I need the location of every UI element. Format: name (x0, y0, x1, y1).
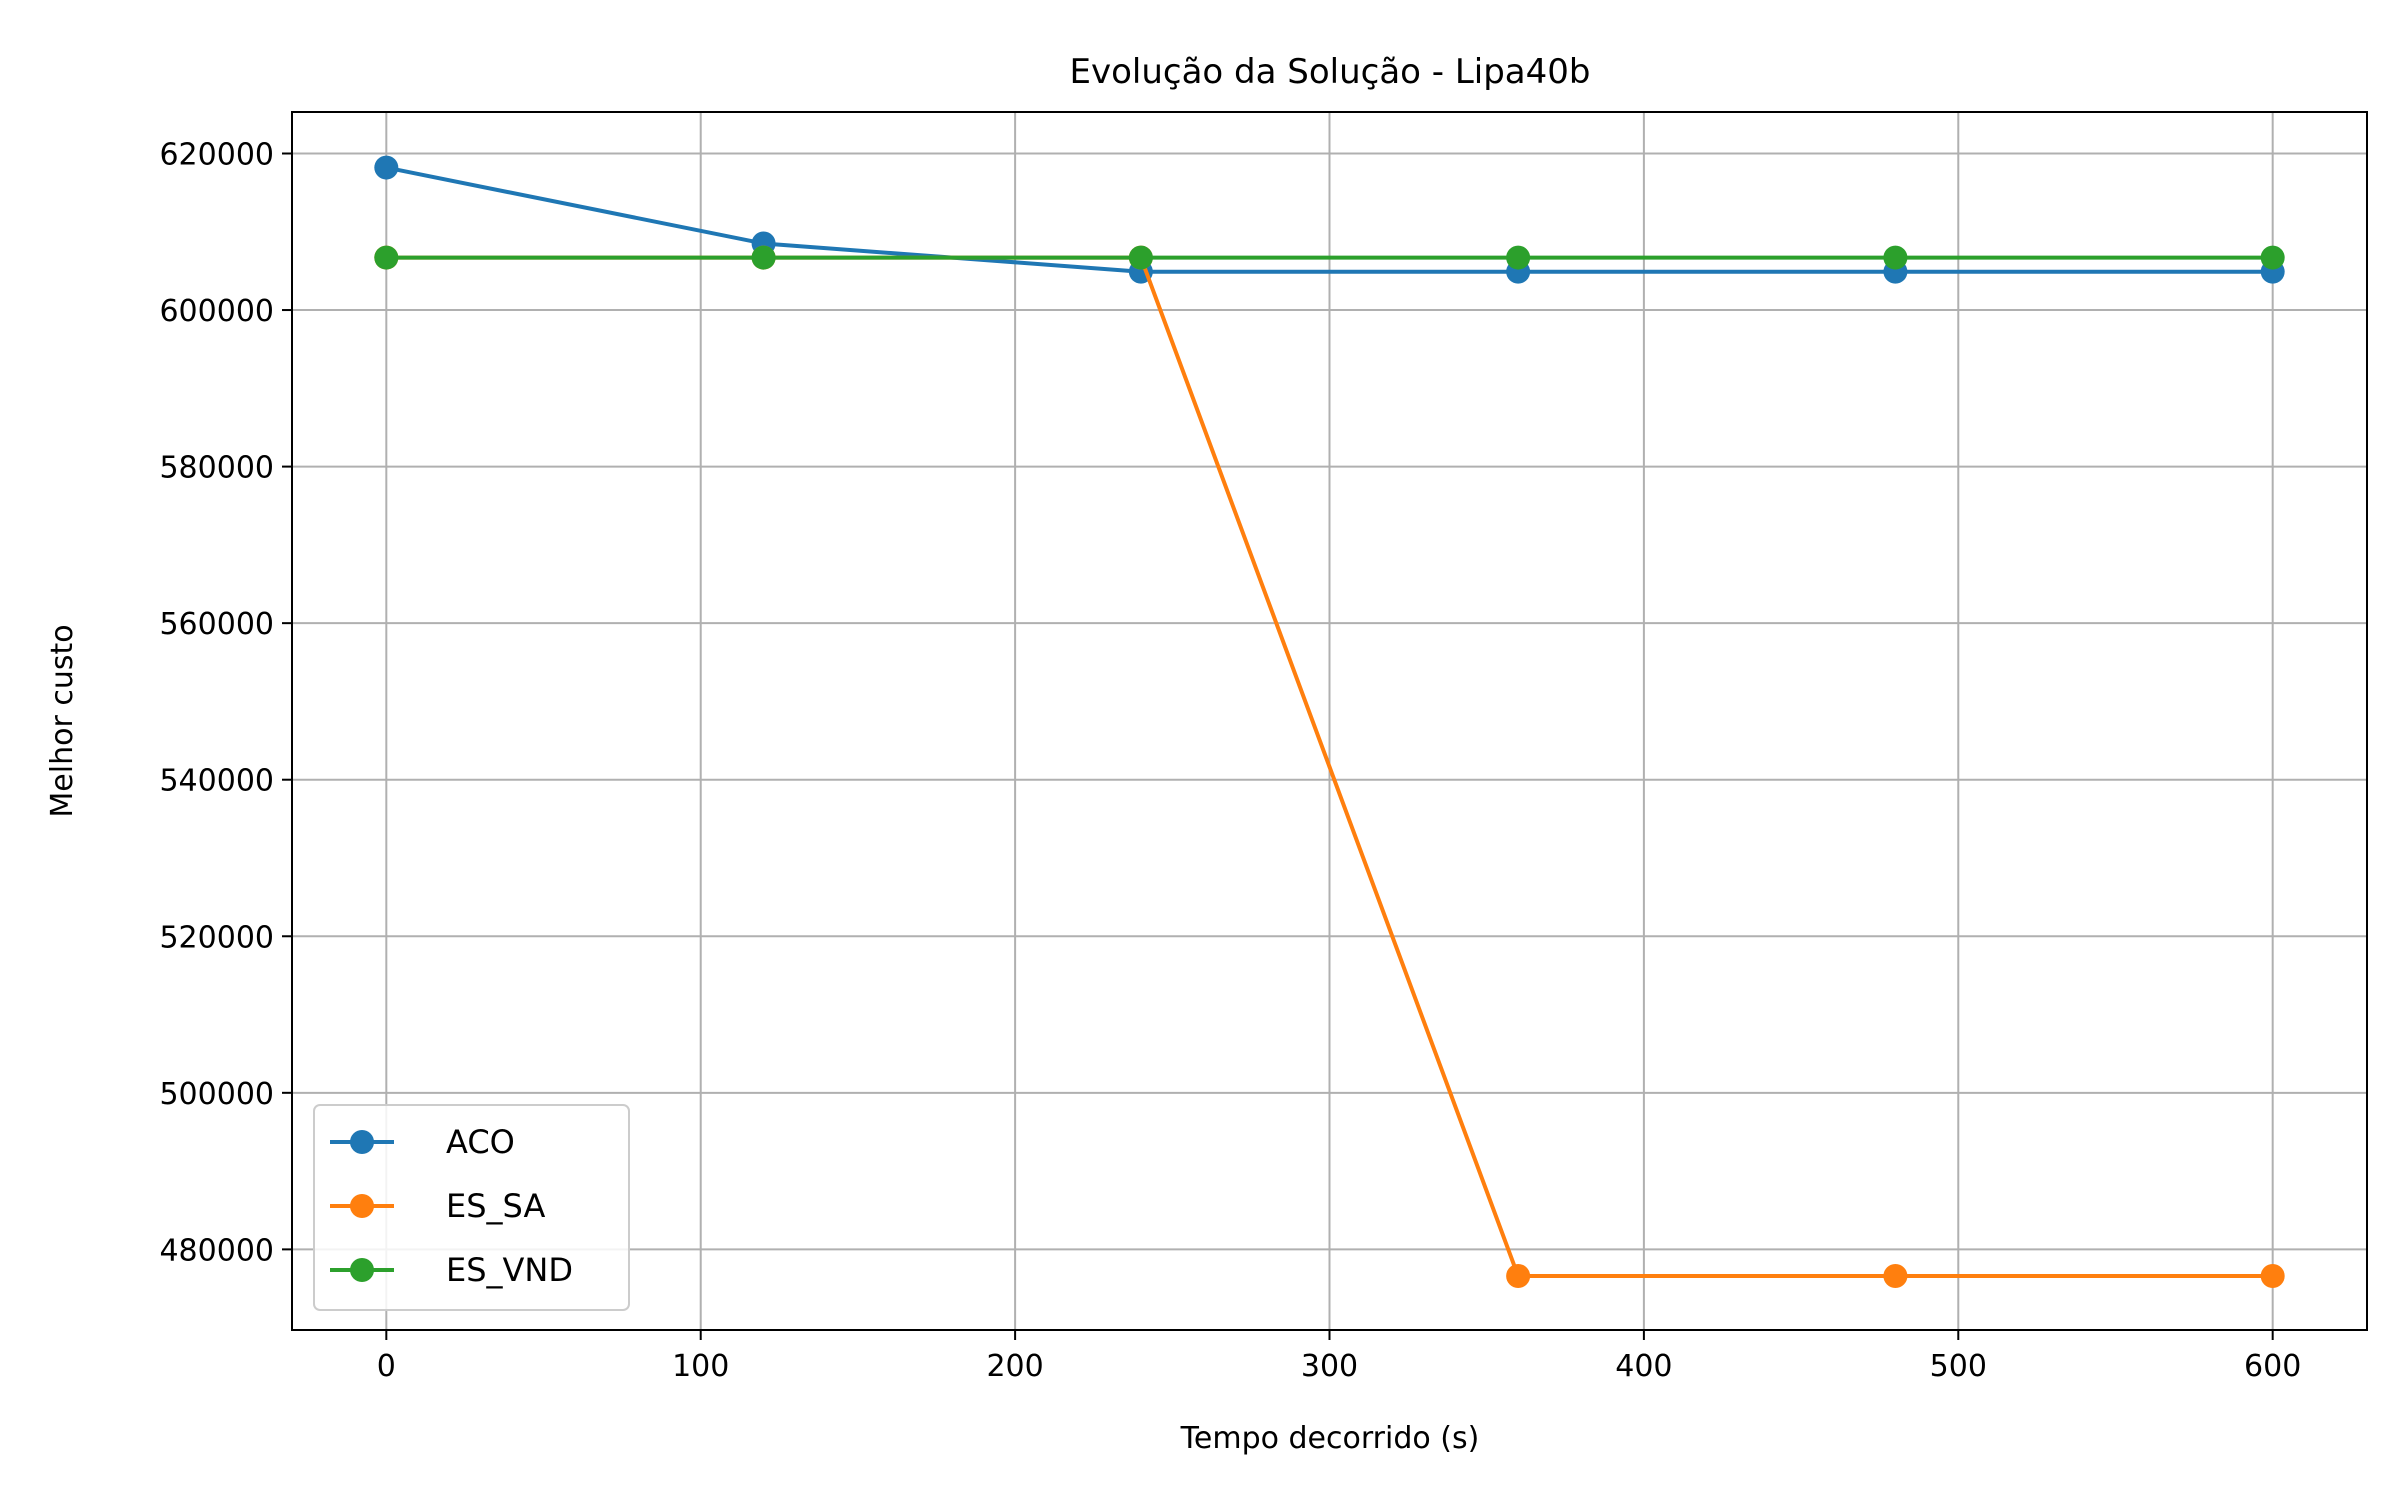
x-axis-label: Tempo decorrido (s) (1180, 1421, 1480, 1456)
data-point-es-sa (1883, 1263, 1908, 1288)
series-line-aco (385, 165, 2273, 274)
data-point-es-vnd (1128, 245, 1153, 270)
data-point-es-vnd (1883, 245, 1908, 270)
x-tick-label: 0 (377, 1349, 396, 1384)
x-tick-label: 400 (1615, 1349, 1672, 1384)
y-tick-label: 500000 (159, 1077, 274, 1112)
legend: ACO ES_SA ES_VND (313, 1104, 630, 1311)
y-tick-label: 600000 (159, 294, 274, 329)
data-point-es-sa (1506, 1263, 1531, 1288)
data-point-es-vnd (1506, 245, 1531, 270)
legend-item-aco: ACO (330, 1123, 515, 1161)
x-tick-label: 200 (986, 1349, 1043, 1384)
data-point-es-vnd (751, 245, 776, 270)
y-tick-label: 480000 (159, 1233, 274, 1268)
legend-label: ACO (446, 1123, 515, 1161)
y-tick-label: 620000 (159, 137, 274, 172)
x-tick-label: 100 (672, 1349, 729, 1384)
y-tick-label: 520000 (159, 920, 274, 955)
series-es-vnd (374, 245, 2285, 270)
legend-label: ES_SA (446, 1187, 545, 1225)
y-tick-label: 580000 (159, 451, 274, 486)
legend-swatch-marker (350, 1194, 374, 1218)
legend-item-es-vnd: ES_VND (330, 1251, 573, 1289)
legend-swatch-marker (350, 1258, 374, 1282)
grid-layer (292, 112, 2367, 1330)
x-tick-label: 500 (1930, 1349, 1987, 1384)
legend-box (313, 1104, 630, 1311)
chart-title: Evolução da Solução - Lipa40b (1069, 52, 1590, 92)
data-point-aco (374, 155, 399, 180)
y-tick-label: 560000 (159, 607, 274, 642)
series-layer (374, 155, 2285, 1288)
y-tick-label: 540000 (159, 764, 274, 799)
data-point-es-sa (2260, 1263, 2285, 1288)
y-axis-label: Melhor custo (45, 624, 80, 817)
tick-layer: 0 100 200 300 400 500 600 480000 500000 520000 540… (159, 137, 2301, 1384)
legend-swatch-marker (350, 1130, 374, 1154)
x-tick-label: 600 (2244, 1349, 2301, 1384)
x-tick-label: 300 (1301, 1349, 1358, 1384)
data-point-es-vnd (374, 245, 399, 270)
legend-label: ES_VND (446, 1251, 573, 1289)
data-point-es-vnd (2260, 245, 2285, 270)
legend-item-es-sa: ES_SA (330, 1187, 545, 1225)
